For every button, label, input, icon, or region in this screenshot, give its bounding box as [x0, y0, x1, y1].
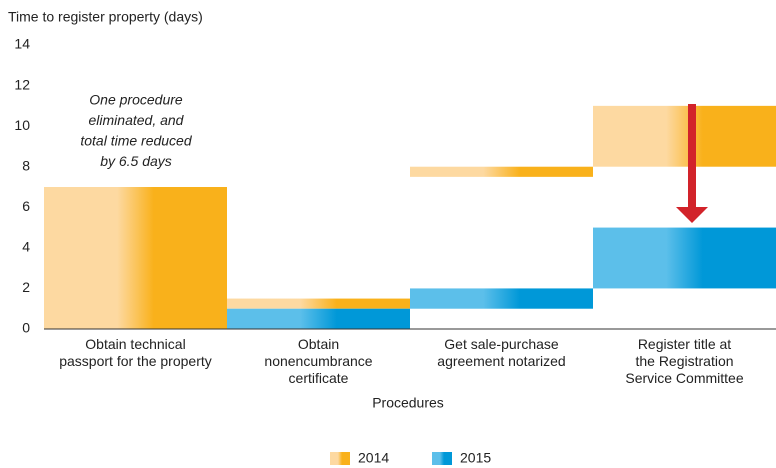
bar	[227, 308, 410, 329]
y-tick-label: 6	[22, 198, 30, 214]
y-tick-label: 14	[14, 36, 30, 52]
y-tick-label: 8	[22, 157, 30, 173]
chart-title: Time to register property (days)	[8, 9, 203, 25]
legend-swatch	[330, 452, 350, 465]
y-tick-label: 12	[14, 76, 30, 92]
annotation: eliminated, and	[89, 112, 185, 128]
bar	[410, 166, 593, 177]
annotation: by 6.5 days	[100, 153, 172, 169]
x-axis-label: Procedures	[372, 395, 444, 411]
x-tick-label: Obtain nonencumbrance certificate	[264, 336, 372, 386]
arrow-head	[676, 207, 708, 223]
y-tick-label: 2	[22, 279, 30, 295]
bar	[593, 227, 776, 289]
annotation: total time reduced	[80, 133, 192, 149]
x-tick-label: Get sale-purchase agreement notarized	[437, 336, 565, 369]
bar	[410, 288, 593, 309]
annotation: One procedure	[89, 92, 183, 108]
y-tick-label: 4	[22, 239, 30, 255]
legend-label: 2015	[460, 450, 491, 466]
y-tick-label: 0	[22, 320, 30, 336]
bar	[227, 298, 410, 309]
x-tick-label: Obtain technical passport for the propert…	[59, 336, 212, 369]
legend-label: 2014	[358, 450, 389, 466]
y-tick-label: 10	[14, 117, 30, 133]
legend-swatch	[432, 452, 452, 465]
bar	[44, 187, 227, 329]
bar	[593, 105, 776, 167]
x-tick-label: Register title at the Registration Service…	[625, 336, 743, 386]
